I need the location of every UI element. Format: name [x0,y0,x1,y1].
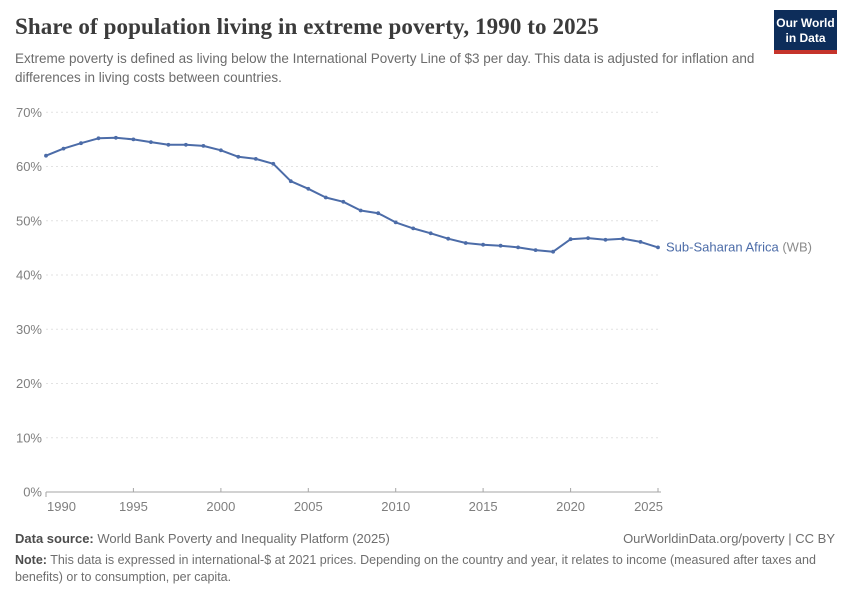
data-point[interactable] [131,137,136,142]
data-point[interactable] [603,237,608,242]
owid-logo-line1: Our World [776,16,835,30]
x-tick-label: 2000 [206,499,235,514]
owid-logo-line2: in Data [785,31,826,45]
data-point[interactable] [393,220,398,225]
x-tick-label: 2020 [556,499,585,514]
x-tick-label: 1995 [119,499,148,514]
data-point[interactable] [323,195,328,200]
y-tick-label: 0% [23,485,42,500]
x-tick-label: 2005 [294,499,323,514]
data-point[interactable] [253,157,258,161]
data-point[interactable] [656,245,660,250]
data-point[interactable] [219,148,223,153]
chart-note: Note: This data is expressed in internat… [15,552,827,587]
chart-footer: Data source: World Bank Poverty and Ineq… [15,531,835,587]
x-axis: 1990 1995 2000 2005 2010 2015 2020 2025 [45,488,663,514]
series-label[interactable]: Sub-Saharan Africa (WB) [666,239,812,254]
y-tick-label: 10% [16,430,42,445]
data-point[interactable] [411,226,416,231]
data-point[interactable] [446,236,451,241]
data-point[interactable] [201,144,206,148]
data-source: Data source: World Bank Poverty and Ineq… [15,531,390,546]
data-point[interactable] [61,146,66,151]
data-point[interactable] [44,153,48,158]
data-point[interactable] [149,140,153,145]
chart-header: Share of population living in extreme po… [15,14,760,87]
data-point[interactable] [79,141,83,146]
owid-logo[interactable]: Our World in Data [774,10,837,54]
x-tick-label: 2015 [469,499,498,514]
data-source-value: World Bank Poverty and Inequality Platfo… [93,531,390,546]
data-point[interactable] [96,136,101,141]
page-title: Share of population living in extreme po… [15,14,599,39]
data-point[interactable] [533,248,538,253]
data-point[interactable] [428,231,433,236]
data-point[interactable] [358,208,363,213]
rights-link[interactable]: OurWorldinData.org/poverty | CC BY [623,531,835,546]
data-point[interactable] [376,211,381,216]
data-point[interactable] [463,241,468,245]
note-label: Note: [15,553,47,567]
y-tick-label: 20% [16,376,42,391]
data-point[interactable] [236,154,241,159]
data-point[interactable] [306,186,311,191]
x-tick-label: 2025 [634,499,663,514]
data-point[interactable] [568,237,573,242]
data-point[interactable] [621,236,625,241]
x-tick-label: 1990 [47,499,76,514]
data-source-label: Data source: [15,531,94,546]
data-point[interactable] [481,242,485,247]
y-tick-label: 70% [16,105,42,120]
data-point[interactable] [166,142,171,147]
data-point[interactable] [341,199,346,204]
data-point[interactable] [288,179,293,184]
data-point[interactable] [638,240,643,244]
data-point[interactable] [551,249,555,254]
data-point[interactable] [184,142,188,147]
data-point[interactable] [516,245,520,250]
series-label-name: Sub-Saharan Africa [666,239,780,254]
note-value: This data is expressed in international-… [15,553,816,585]
y-tick-label: 50% [16,213,42,228]
x-tick-label: 2010 [381,499,410,514]
series-sub-saharan-africa-wb-[interactable]: Sub-Saharan Africa (WB) [44,135,812,254]
data-line[interactable] [45,136,659,253]
y-tick-label: 40% [16,268,42,283]
data-point[interactable] [586,236,590,241]
line-chart[interactable]: 0% 10% 20% 30% 40% 50% 60% 70% 1990 1995 2000 2005 2… [0,0,850,528]
data-point[interactable] [271,161,276,166]
series-label-suffix: (WB) [779,239,812,254]
y-grid: 0% 10% 20% 30% 40% 50% 60% 70% [16,105,661,500]
y-tick-label: 60% [16,159,42,174]
data-point[interactable] [498,243,503,248]
chart-subtitle: Extreme poverty is defined as living bel… [15,51,755,86]
y-tick-label: 30% [16,322,42,337]
data-point[interactable] [114,135,118,140]
